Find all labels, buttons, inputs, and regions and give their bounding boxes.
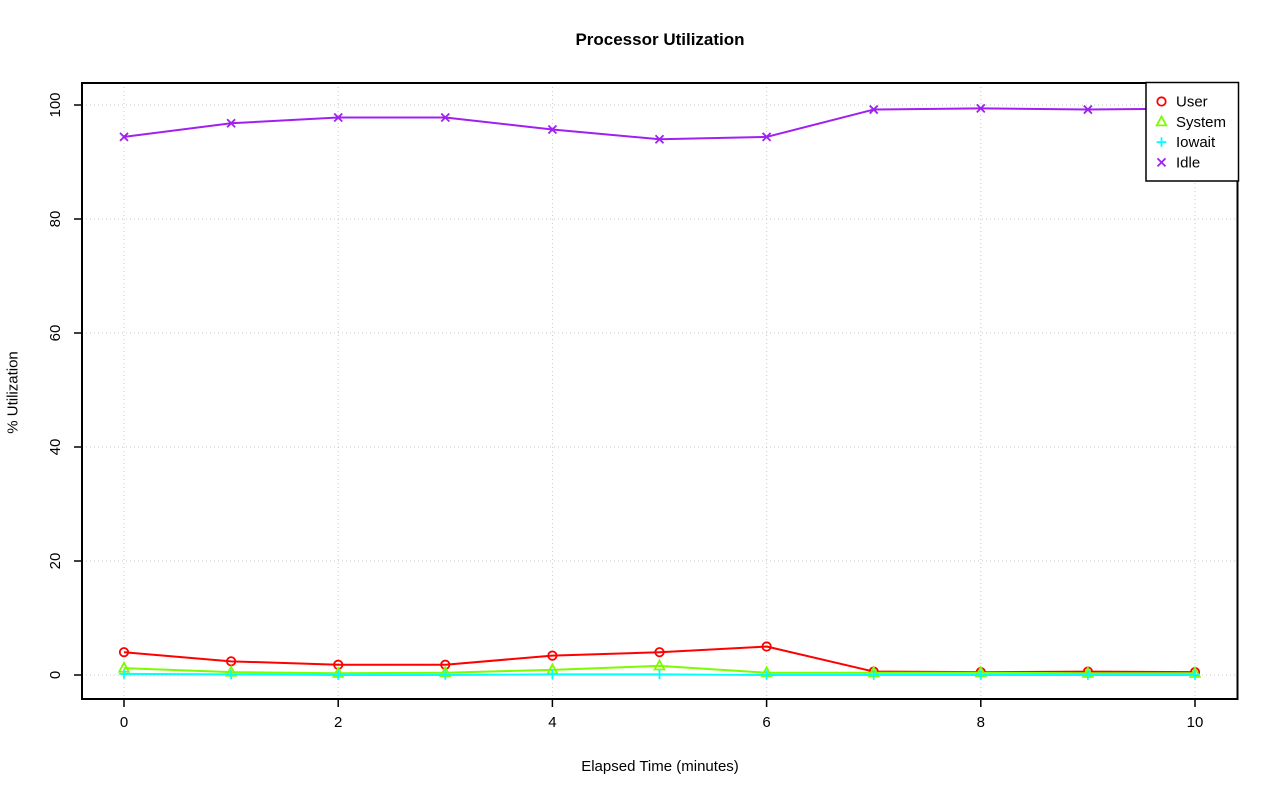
y-tick-label: 100 (47, 92, 64, 117)
data-point-marker (869, 104, 879, 115)
data-point-marker (761, 641, 772, 652)
data-point-marker (654, 647, 665, 658)
data-point-marker (1155, 114, 1168, 127)
data-point-marker (1156, 96, 1167, 107)
data-point-marker (654, 134, 665, 144)
y-axis-label: % Utilization (4, 351, 22, 434)
x-tick-label: 10 (1187, 714, 1204, 731)
series-line-idle (123, 107, 1196, 141)
legend-label-iowait: Iowait (1176, 134, 1216, 151)
y-tick-label: 40 (47, 439, 64, 456)
legend-label-idle: Idle (1176, 154, 1200, 171)
legend-box (1145, 81, 1240, 182)
data-point-marker (547, 650, 558, 661)
y-tick-label: 0 (47, 671, 64, 679)
data-point-marker (1156, 157, 1167, 168)
series-line-system (123, 664, 1195, 675)
data-point-marker (119, 132, 129, 142)
x-axis-label: Elapsed Time (minutes) (581, 758, 739, 775)
y-tick-label: 20 (47, 553, 64, 570)
data-point-marker (653, 658, 666, 671)
data-point-marker (547, 124, 558, 135)
y-tick-label: 80 (47, 211, 64, 228)
x-tick-label: 8 (977, 714, 985, 731)
data-point-marker (118, 647, 130, 658)
data-point-marker (440, 112, 450, 123)
x-tick-label: 0 (120, 714, 128, 731)
x-tick-label: 4 (548, 714, 556, 731)
data-point-marker (333, 112, 343, 123)
data-point-marker (226, 118, 236, 128)
legend-label-system: System (1176, 114, 1226, 131)
plot-border (81, 82, 1239, 700)
data-point-marker (1083, 104, 1093, 115)
legend-label-user: User (1176, 94, 1208, 111)
chart-title: Processor Utilization (575, 30, 745, 49)
x-tick-label: 6 (762, 714, 770, 731)
x-tick-label: 2 (334, 714, 342, 731)
y-tick-label: 60 (47, 325, 64, 342)
data-point-marker (976, 103, 986, 114)
data-point-marker (761, 132, 772, 142)
